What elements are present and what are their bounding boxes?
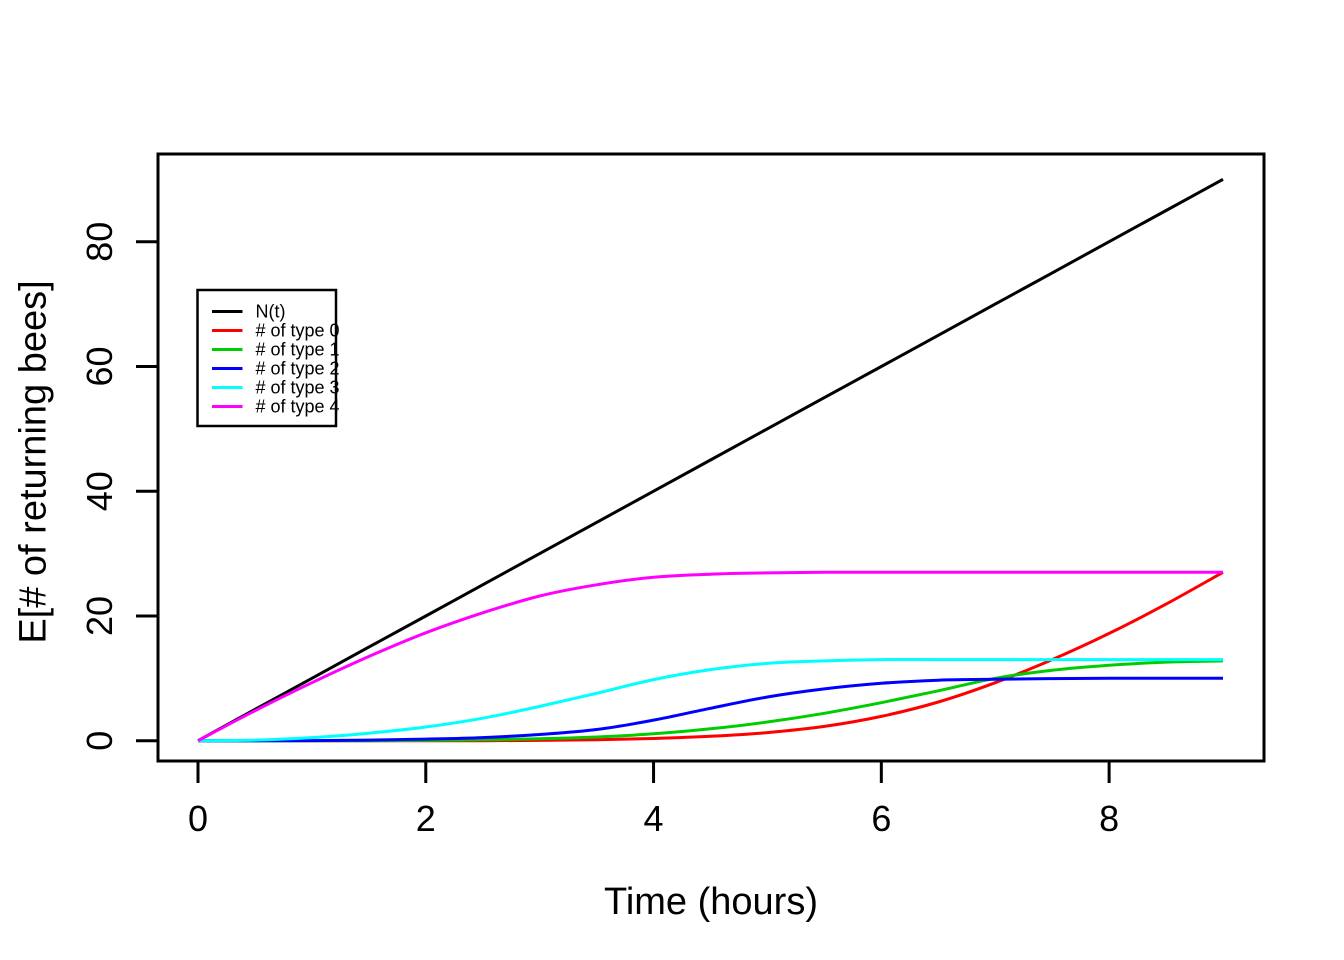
- y-tick-label: 20: [79, 596, 120, 636]
- x-tick-label: 0: [188, 798, 208, 839]
- x-tick-label: 4: [644, 798, 664, 839]
- x-tick-label: 2: [416, 798, 436, 839]
- y-axis-title: E[# of returning bees]: [12, 280, 55, 644]
- legend-label-of-type-2: # of type 2: [256, 359, 340, 379]
- series-line-of-type-1: [197, 659, 1224, 743]
- y-tick-label: 40: [79, 471, 120, 511]
- series-line-of-type-2: [197, 676, 1223, 743]
- legend-label-of-type-1: # of type 1: [256, 340, 340, 360]
- y-tick-label: 0: [79, 731, 120, 751]
- legend-label-of-type-3: # of type 3: [256, 378, 340, 398]
- legend-label-of-type-0: # of type 0: [256, 321, 340, 341]
- plot-frame: [156, 152, 1266, 763]
- y-tick-label: 80: [79, 222, 120, 262]
- series-line-of-type-3: [197, 658, 1223, 743]
- series-line-n-t: [197, 177, 1224, 743]
- y-tick-label: 60: [79, 346, 120, 386]
- x-axis-title: Time (hours): [604, 881, 818, 923]
- legend-label-of-type-4: # of type 4: [256, 397, 340, 417]
- x-tick-label: 6: [871, 798, 891, 839]
- series-line-of-type-4: [197, 570, 1223, 743]
- legend-label-n-t: N(t): [256, 302, 286, 322]
- x-tick-label: 8: [1099, 798, 1119, 839]
